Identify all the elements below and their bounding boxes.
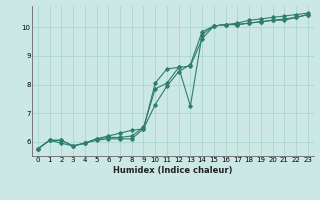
X-axis label: Humidex (Indice chaleur): Humidex (Indice chaleur) (113, 166, 233, 175)
